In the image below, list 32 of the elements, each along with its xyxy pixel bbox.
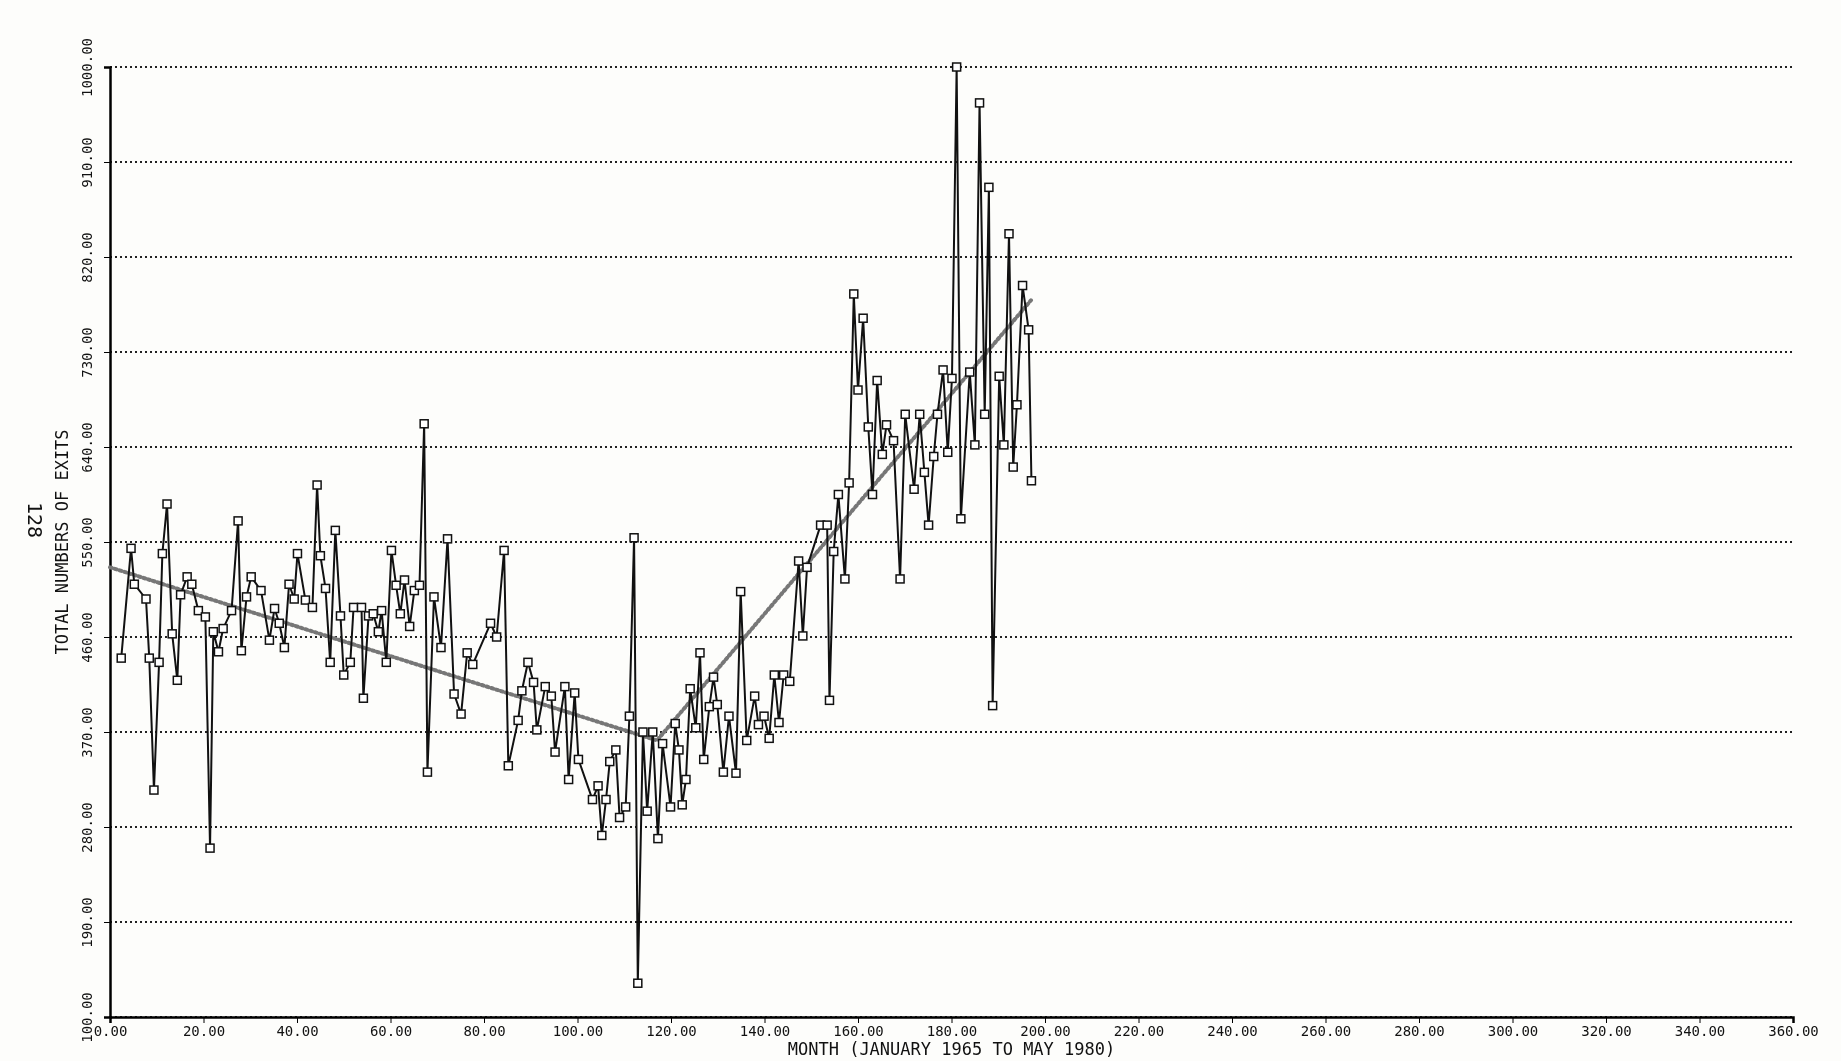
x-tick-label: 280.00	[1394, 1022, 1445, 1039]
y-tick-label: 730.00	[79, 327, 95, 378]
x-tick-label: 300.00	[1487, 1022, 1539, 1039]
x-tick-label: 320.00	[1581, 1022, 1632, 1039]
x-tick-label: 340.00	[1674, 1022, 1726, 1039]
y-tick-label: 190.00	[79, 897, 95, 948]
x-tick-label: 360.00	[1768, 1022, 1819, 1039]
x-tick-label: 260.00	[1300, 1022, 1352, 1039]
y-tick-label: 550.00	[79, 517, 95, 568]
y-tick-label: 910.00	[79, 137, 95, 188]
x-tick-label: 60.00	[369, 1022, 413, 1039]
x-tick-label: 120.00	[646, 1022, 697, 1039]
x-tick-label: 200.00	[1020, 1022, 1071, 1039]
y-axis-title: TOTAL NUMBERS OF EXITS	[52, 429, 72, 655]
x-tick-label: 140.00	[739, 1022, 791, 1039]
x-tick-label: 40.00	[276, 1022, 319, 1039]
x-tick-label: 220.00	[1113, 1022, 1165, 1039]
x-tick-label: 180.00	[926, 1022, 978, 1039]
x-tick-label: 160.00	[833, 1022, 884, 1039]
y-tick-label: 460.00	[79, 612, 95, 663]
x-tick-label: 0.00	[93, 1022, 128, 1039]
y-tick-label: 370.00	[79, 707, 95, 758]
x-axis-title: MONTH (JANUARY 1965 TO MAY 1980)	[787, 1039, 1116, 1059]
x-tick-label: 80.00	[463, 1022, 506, 1039]
x-tick-label: 100.00	[552, 1022, 604, 1039]
x-tick-label: 20.00	[182, 1022, 226, 1039]
y-tick-label: 640.00	[79, 422, 95, 473]
y-tick-label: 820.00	[79, 232, 95, 283]
y-tick-label: 280.00	[79, 802, 95, 853]
text: 128	[23, 501, 47, 539]
x-tick-label: 240.00	[1207, 1022, 1258, 1039]
y-tick-label: 1000.00	[79, 37, 95, 98]
